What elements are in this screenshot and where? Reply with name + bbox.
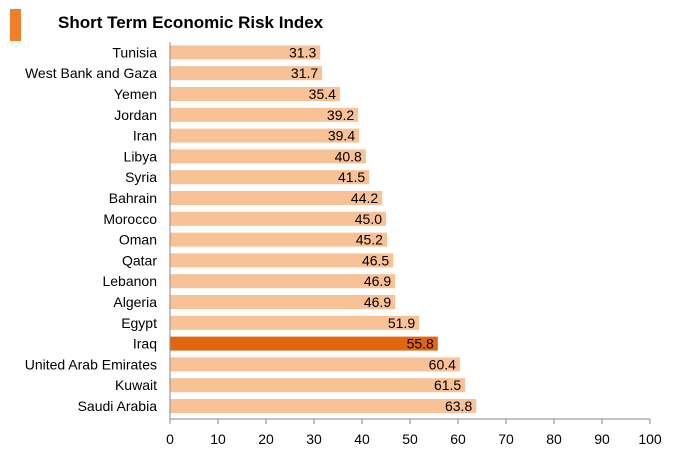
bars-group: Tunisia 31.3 West Bank and Gaza 31.7 Yemen 35… [25,44,477,414]
bar-bahrain [170,191,383,205]
chart-title: Short Term Economic Risk Index [58,13,324,32]
category-label-tunisia: Tunisia [112,44,157,60]
category-label-morocco: Morocco [103,211,157,227]
value-label-tunisia: 31.3 [289,44,316,60]
category-label-algeria: Algeria [113,294,157,310]
x-tick-label-50: 50 [402,431,418,447]
bar-iran [170,128,360,143]
x-tick-label-90: 90 [594,431,610,447]
value-label-qatar: 46.5 [362,252,389,268]
bar-oman [170,232,387,247]
value-label-syria: 41.5 [338,169,365,185]
bar-jordan [170,107,359,122]
x-tick-label-0: 0 [166,431,174,447]
bar-iraq [170,336,438,351]
bar-tunisia [170,45,321,60]
category-label-lebanon: Lebanon [102,273,157,289]
bar-morocco [170,211,386,226]
value-label-iran: 39.4 [328,128,355,144]
value-label-bahrain: 44.2 [351,190,378,206]
value-label-west-bank-and-gaza: 31.7 [291,65,318,81]
x-axis: 0 10 20 30 40 50 60 70 80 90 100 [166,42,662,447]
bar-kuwait [170,378,466,393]
value-label-jordan: 39.2 [327,107,354,123]
value-label-egypt: 51.9 [388,315,415,331]
value-label-lebanon: 46.9 [364,273,391,289]
bar-syria [170,170,370,185]
bar-west-bank-and-gaza [170,66,323,81]
value-label-morocco: 45.0 [355,211,382,227]
value-label-oman: 45.2 [356,232,383,248]
category-label-libya: Libya [124,148,158,164]
bar-algeria [170,295,396,309]
category-label-bahrain: Bahrain [109,190,157,206]
value-label-iraq: 55.8 [407,336,434,352]
category-label-oman: Oman [119,232,157,248]
x-tick-label-80: 80 [546,431,562,447]
bar-yemen [170,87,340,101]
x-tick-label-10: 10 [210,431,226,447]
category-label-kuwait: Kuwait [115,377,157,393]
x-tick-label-60: 60 [450,431,466,447]
category-label-qatar: Qatar [122,252,157,268]
category-label-united-arab-emirates: United Arab Emirates [25,356,157,372]
bar-saudi-arabia [170,399,477,413]
bar-united-arab-emirates [170,357,460,372]
category-label-yemen: Yemen [114,86,157,102]
bar-qatar [170,253,394,268]
value-label-libya: 40.8 [335,148,362,164]
category-label-egypt: Egypt [121,315,157,331]
x-tick-label-20: 20 [258,431,274,447]
category-label-jordan: Jordan [114,107,157,123]
category-label-saudi-arabia: Saudi Arabia [78,398,158,414]
x-tick-label-100: 100 [638,431,662,447]
category-label-syria: Syria [125,169,157,185]
category-label-west-bank-and-gaza: West Bank and Gaza [25,65,157,81]
value-label-united-arab-emirates: 60.4 [429,356,456,372]
bar-egypt [170,315,420,330]
value-label-saudi-arabia: 63.8 [445,398,472,414]
bar-libya [170,149,366,164]
value-label-kuwait: 61.5 [434,377,461,393]
category-label-iran: Iran [133,128,157,144]
x-tick-label-70: 70 [498,431,514,447]
title-marker [10,9,21,41]
x-tick-label-40: 40 [354,431,370,447]
x-tick-label-30: 30 [306,431,322,447]
category-label-iraq: Iraq [133,336,157,352]
value-label-algeria: 46.9 [364,294,391,310]
bar-lebanon [170,274,396,289]
value-label-yemen: 35.4 [309,86,336,102]
